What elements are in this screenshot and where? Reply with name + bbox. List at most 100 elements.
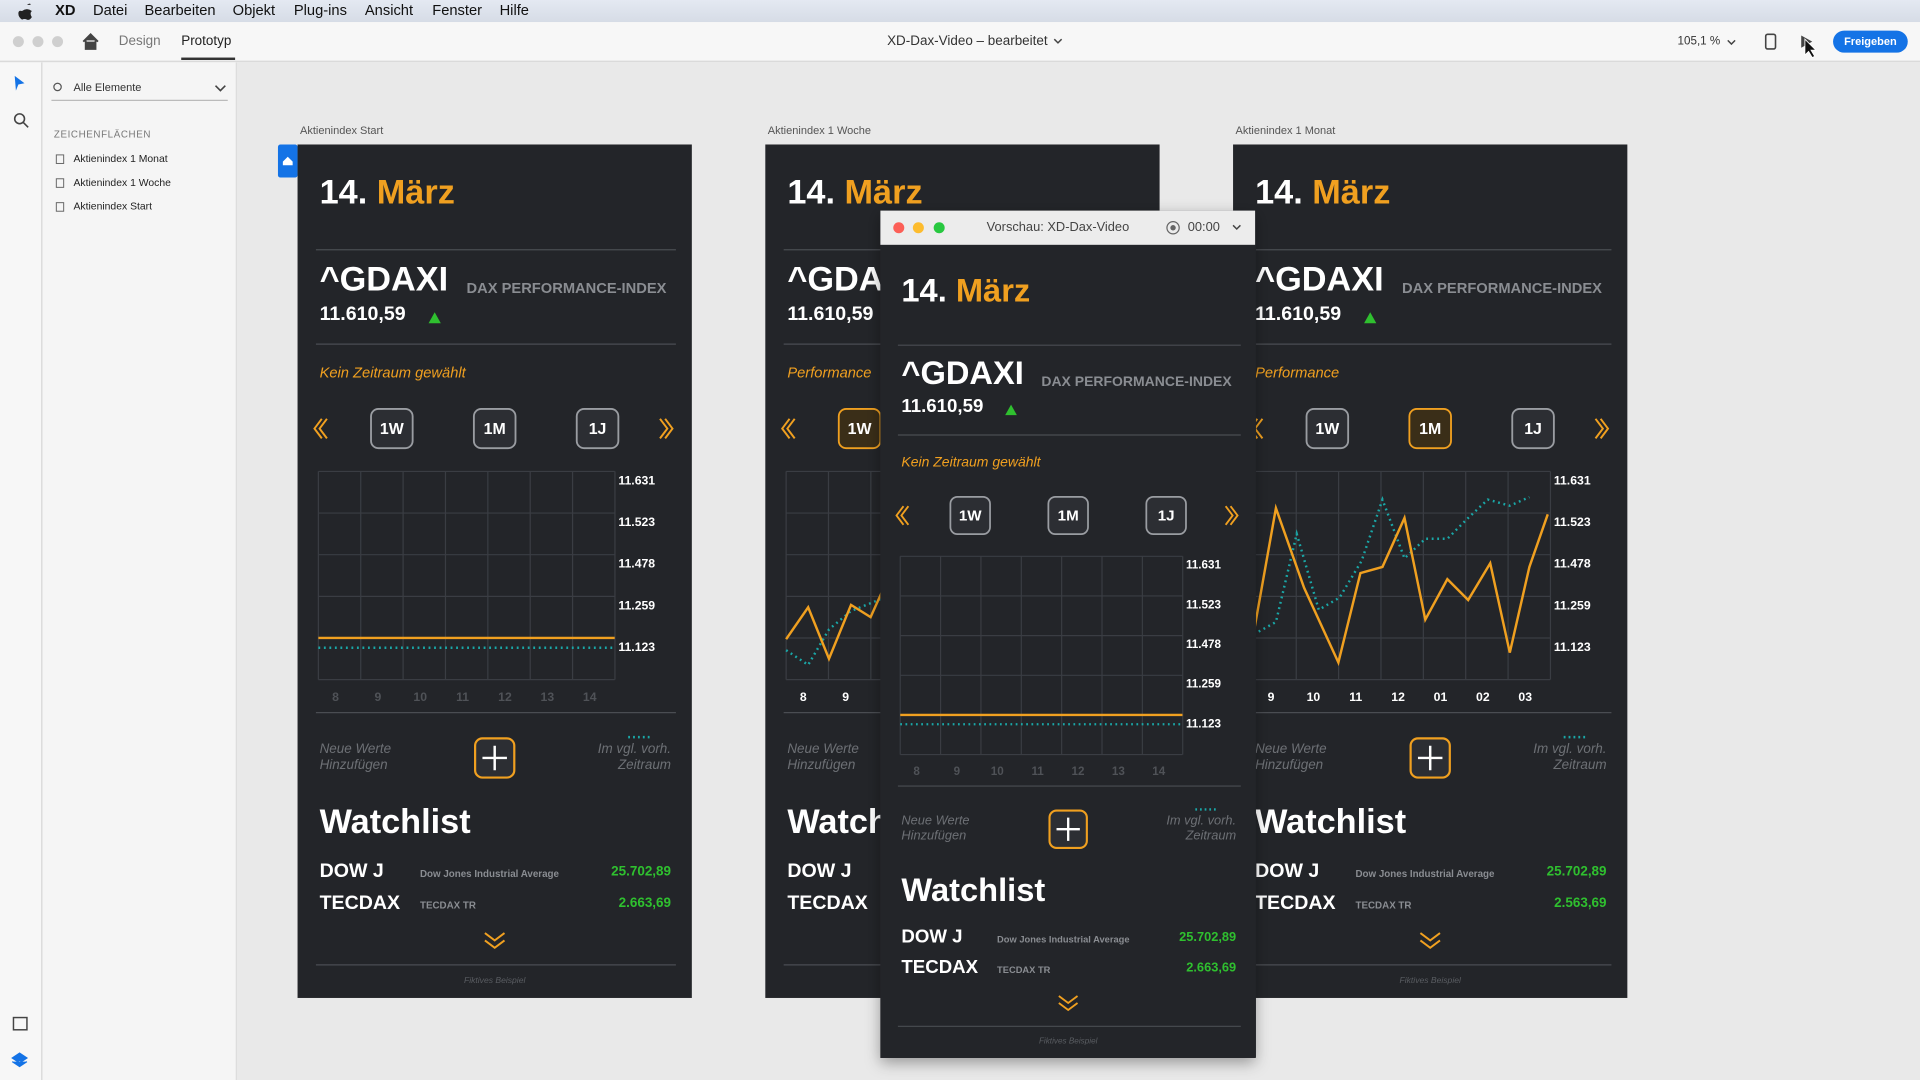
period-button[interactable] bbox=[1511, 408, 1555, 450]
symbol: ^GDAXI bbox=[1255, 261, 1384, 299]
preview-title: Vorschau: XD-Dax-Video bbox=[987, 219, 1130, 234]
menu-item[interactable]: Bearbeiten bbox=[144, 3, 215, 19]
time-dropdown[interactable] bbox=[1232, 224, 1241, 231]
zoom-tool[interactable] bbox=[13, 113, 26, 125]
y-axis-label: 11.478 bbox=[1554, 557, 1591, 571]
preview-close[interactable] bbox=[893, 222, 905, 234]
chevron-left[interactable] bbox=[313, 418, 328, 439]
trend-up bbox=[428, 312, 441, 324]
artboard-icon bbox=[55, 202, 65, 212]
record-icon[interactable] bbox=[1166, 221, 1180, 235]
zoom-level[interactable]: 105,1 % bbox=[1678, 35, 1721, 48]
x-axis-label: 12 bbox=[498, 690, 512, 704]
period-button-label[interactable]: 1J bbox=[1524, 421, 1542, 438]
period-button[interactable] bbox=[575, 408, 620, 450]
period-button-label[interactable]: 1W bbox=[380, 421, 404, 438]
preview-time[interactable]: 00:00 bbox=[1188, 219, 1220, 234]
period-button[interactable] bbox=[370, 408, 414, 450]
menu-item[interactable]: Ansicht bbox=[365, 3, 413, 19]
menu-item[interactable]: Plug-ins bbox=[294, 3, 347, 19]
watch-value: 25.702,89 bbox=[611, 863, 671, 878]
menu-item[interactable]: Fenster bbox=[432, 3, 482, 19]
tab[interactable]: Prototyp bbox=[181, 33, 231, 48]
period-button-label[interactable]: 1M bbox=[1058, 508, 1079, 525]
scroll-down[interactable] bbox=[1058, 995, 1079, 1012]
x-axis-label: 9 bbox=[842, 690, 849, 704]
compare-label: Im vgl. vorh. bbox=[1166, 812, 1236, 827]
artboard-icon bbox=[55, 178, 65, 188]
layers-icon[interactable] bbox=[11, 1052, 29, 1068]
artboard-name[interactable]: Aktienindex Start bbox=[300, 125, 383, 137]
price: 11.610,59 bbox=[901, 395, 983, 416]
apple-icon[interactable] bbox=[18, 3, 32, 20]
menu-item[interactable]: XD bbox=[55, 3, 75, 19]
record-dot bbox=[1170, 225, 1176, 231]
price: 11.610,59 bbox=[787, 303, 873, 325]
chevron-right[interactable] bbox=[1594, 418, 1610, 439]
y-axis-label: 11.631 bbox=[1554, 473, 1591, 487]
scroll-down[interactable] bbox=[1419, 932, 1441, 949]
zoom-dropdown[interactable] bbox=[1727, 39, 1736, 46]
period-button-label[interactable]: 1M bbox=[484, 421, 506, 438]
layer-item[interactable]: Aktienindex Start bbox=[73, 202, 152, 213]
preview-minimize[interactable] bbox=[912, 222, 924, 234]
doc-dropdown[interactable] bbox=[1053, 38, 1063, 44]
scroll-down[interactable] bbox=[484, 932, 506, 949]
chevron-right[interactable] bbox=[1224, 505, 1239, 526]
period-button-label[interactable]: 1W bbox=[1315, 421, 1339, 438]
menu-item[interactable]: Datei bbox=[93, 3, 127, 19]
artboard-bg bbox=[297, 144, 692, 998]
period-button-label[interactable]: 1J bbox=[589, 421, 607, 438]
period-button-label[interactable]: 1J bbox=[1158, 508, 1175, 525]
artboard-name[interactable]: Aktienindex 1 Monat bbox=[1236, 125, 1336, 137]
window-minimize[interactable] bbox=[32, 36, 44, 48]
device-icon[interactable] bbox=[1764, 33, 1777, 50]
mouse-cursor bbox=[1804, 38, 1817, 59]
select-tool[interactable] bbox=[14, 75, 25, 91]
period-button-label[interactable]: 1M bbox=[1419, 421, 1441, 438]
chevron-left[interactable] bbox=[780, 418, 796, 439]
window-zoom[interactable] bbox=[52, 36, 64, 48]
x-axis-label: 02 bbox=[1476, 690, 1490, 704]
layer-item[interactable]: Aktienindex 1 Woche bbox=[73, 178, 171, 189]
date-month: März bbox=[1312, 174, 1390, 212]
artboard-icon bbox=[55, 154, 65, 164]
share-button[interactable] bbox=[1833, 30, 1908, 53]
home-icon[interactable] bbox=[82, 32, 99, 50]
period-button[interactable] bbox=[1145, 495, 1187, 536]
artboard-bg bbox=[880, 244, 1256, 1058]
assets-icon[interactable] bbox=[12, 1016, 28, 1031]
menu-item[interactable]: Objekt bbox=[233, 3, 275, 19]
x-axis-label: 9 bbox=[1268, 690, 1275, 704]
search-dropdown[interactable] bbox=[214, 85, 226, 92]
search-field[interactable]: Alle Elemente bbox=[73, 82, 141, 94]
x-axis-label: 9 bbox=[374, 690, 381, 704]
date-month: März bbox=[377, 174, 455, 212]
menu-item[interactable]: Hilfe bbox=[500, 3, 529, 19]
period-button[interactable] bbox=[1305, 408, 1350, 450]
preview-zoom[interactable] bbox=[933, 222, 945, 234]
window-close[interactable] bbox=[12, 36, 24, 48]
artboard-name[interactable]: Aktienindex 1 Woche bbox=[768, 125, 871, 137]
period-button[interactable] bbox=[1047, 495, 1089, 536]
search-icon[interactable] bbox=[53, 82, 62, 92]
y-axis-label: 11.123 bbox=[1554, 640, 1591, 654]
x-axis-label: 10 bbox=[1307, 690, 1321, 704]
tab[interactable]: Design bbox=[119, 33, 161, 48]
watchlist-title: Watchlist bbox=[320, 803, 471, 841]
period-button-label[interactable]: 1W bbox=[848, 421, 872, 438]
share-label[interactable]: Freigeben bbox=[1844, 36, 1897, 48]
symbol: ^GDAXI bbox=[901, 354, 1023, 391]
period-button-label[interactable]: 1W bbox=[959, 508, 982, 525]
period-button[interactable] bbox=[1408, 408, 1452, 450]
watch-symbol: TECDAX bbox=[320, 892, 401, 914]
period-button[interactable] bbox=[472, 408, 517, 450]
x-axis-label: 12 bbox=[1071, 765, 1084, 778]
layer-item[interactable]: Aktienindex 1 Monat bbox=[73, 154, 167, 165]
watch-name: TECDAX TR bbox=[997, 965, 1051, 975]
chevron-right[interactable] bbox=[659, 418, 674, 439]
period-button[interactable] bbox=[949, 495, 991, 536]
watch-symbol: TECDAX bbox=[1255, 892, 1336, 914]
watch-value: 25.702,89 bbox=[1547, 863, 1607, 878]
chevron-left[interactable] bbox=[895, 505, 910, 526]
